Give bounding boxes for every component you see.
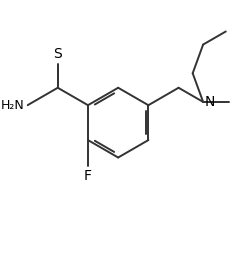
Text: F: F bbox=[84, 169, 92, 183]
Text: S: S bbox=[53, 47, 62, 61]
Text: N: N bbox=[204, 95, 215, 109]
Text: H₂N: H₂N bbox=[1, 99, 25, 112]
